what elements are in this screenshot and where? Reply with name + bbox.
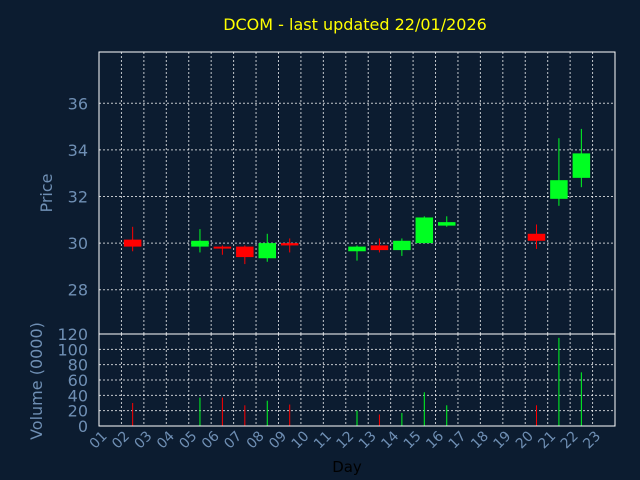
x-tick-label: 05 — [176, 428, 200, 452]
volume-tick-label: 40 — [68, 386, 88, 405]
volume-axis-label: Volume (0000) — [27, 322, 46, 440]
x-tick-label: 17 — [446, 428, 470, 452]
candle-body — [213, 246, 232, 249]
volume-panel-frame — [98, 333, 616, 427]
candle-body — [370, 245, 389, 251]
volume-bars — [132, 337, 582, 426]
x-tick-label: 04 — [154, 428, 178, 452]
x-tick-label: 03 — [132, 428, 156, 452]
x-tick-label: 08 — [244, 428, 268, 452]
candle-body — [437, 222, 456, 226]
x-tick-label: 14 — [378, 428, 402, 452]
x-ticks: 0102030405060708091011121314151617181920… — [87, 428, 604, 452]
candle-body — [348, 246, 366, 252]
x-tick-label: 23 — [580, 428, 604, 452]
price-panel-frame — [98, 51, 616, 335]
x-tick-label: 07 — [221, 428, 245, 452]
volume-tick-label: 120 — [57, 325, 88, 344]
volume-grid — [99, 334, 615, 426]
price-grid — [99, 52, 615, 334]
candle-body — [191, 240, 209, 247]
x-tick-label: 15 — [401, 428, 425, 452]
x-tick-label: 20 — [513, 428, 537, 452]
candle-body — [527, 233, 546, 241]
x-tick-label: 12 — [333, 428, 357, 452]
x-tick-label: 16 — [423, 428, 447, 452]
chart-title: DCOM - last updated 22/01/2026 — [223, 15, 487, 34]
candle-body — [572, 153, 591, 178]
candle-body — [123, 239, 142, 247]
price-tick-label: 32 — [68, 187, 88, 206]
price-tick-label: 34 — [68, 141, 88, 160]
x-tick-label: 18 — [468, 428, 492, 452]
x-tick-label: 02 — [109, 428, 133, 452]
candle-body — [258, 243, 277, 259]
candle-body — [280, 243, 299, 246]
volume-tick-label: 20 — [68, 402, 88, 421]
x-tick-label: 01 — [87, 428, 111, 452]
x-tick-label: 19 — [491, 428, 515, 452]
price-axis-label: Price — [37, 173, 56, 212]
candle-body — [415, 217, 434, 244]
price-tick-label: 30 — [68, 234, 88, 253]
price-tick-label: 28 — [68, 281, 88, 300]
x-tick-label: 21 — [535, 428, 559, 452]
candle-body — [236, 246, 254, 258]
candle-body — [550, 180, 568, 199]
x-tick-label: 11 — [311, 428, 335, 452]
x-tick-label: 09 — [266, 428, 290, 452]
volume-tick-label: 100 — [57, 340, 88, 359]
volume-tick-label: 60 — [68, 371, 88, 390]
x-tick-label: 10 — [289, 428, 313, 452]
volume-tick-label: 0 — [78, 417, 88, 436]
volume-tick-label: 80 — [68, 356, 88, 375]
x-tick-label: 22 — [558, 428, 582, 452]
candle-body — [393, 240, 411, 251]
price-tick-label: 36 — [68, 94, 88, 113]
x-axis-label: Day — [332, 458, 362, 476]
price-candles — [123, 128, 591, 265]
price-y-ticks: 28 30 32 34 36 — [68, 94, 88, 299]
x-tick-label: 06 — [199, 428, 223, 452]
x-tick-label: 13 — [356, 428, 380, 452]
